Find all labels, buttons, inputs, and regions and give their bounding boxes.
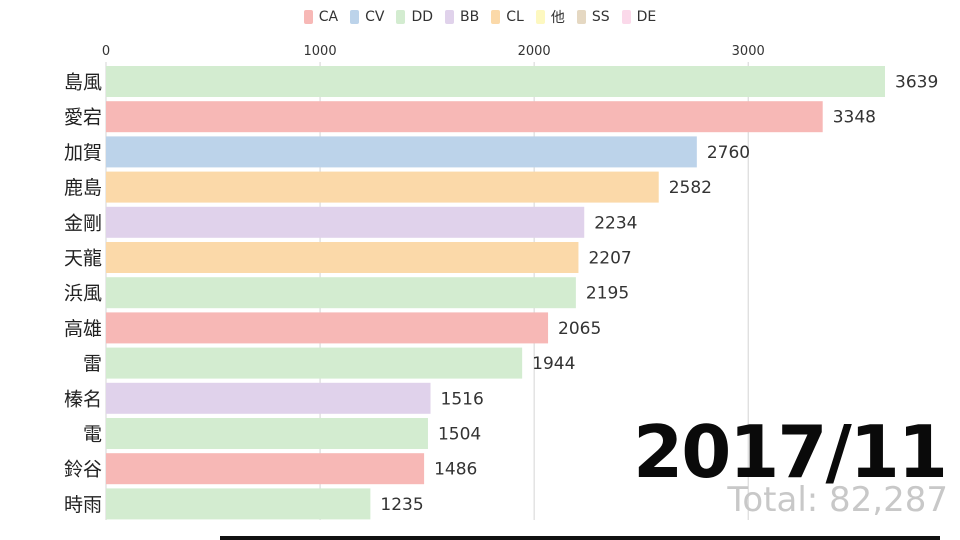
value-label: 2582: [669, 178, 712, 198]
legend-label: DD: [411, 9, 434, 25]
value-label: 3348: [833, 108, 876, 128]
legend-label: CA: [318, 9, 339, 25]
legend: CA CV DD BB CL 他 SS DE: [0, 6, 960, 28]
legend-item: DE: [621, 9, 657, 25]
legend-item: 他: [535, 7, 565, 27]
bar: [106, 277, 576, 309]
value-label: 1486: [434, 460, 477, 480]
x-tick-label: 2000: [518, 44, 551, 59]
legend-swatch: [396, 10, 406, 24]
legend-item: DD: [396, 9, 433, 25]
legend-label: 他: [550, 10, 565, 26]
category-label: 時雨: [64, 494, 102, 516]
value-label: 2065: [558, 319, 601, 339]
legend-label: CL: [506, 9, 524, 25]
category-label: 電: [83, 424, 102, 446]
bar: [106, 488, 371, 520]
bar: [106, 206, 585, 238]
value-label: 3639: [895, 73, 938, 93]
legend-swatch: [445, 10, 455, 24]
category-label: 金剛: [64, 212, 102, 234]
legend-item: CL: [491, 9, 524, 25]
legend-item: SS: [576, 9, 610, 25]
legend-item: BB: [445, 9, 479, 25]
legend-label: SS: [591, 9, 610, 25]
x-tick-label: 3000: [732, 44, 765, 59]
category-label: 鹿島: [64, 177, 102, 199]
legend-swatch: [535, 10, 545, 24]
bar: [106, 101, 823, 133]
category-label: 天龍: [64, 248, 102, 270]
legend-item: CV: [350, 9, 384, 25]
legend-label: BB: [460, 9, 480, 25]
category-label: 加賀: [64, 142, 102, 164]
category-label: 島風: [64, 72, 102, 94]
bar: [106, 382, 431, 414]
period-label: 2017/11: [633, 410, 948, 494]
bar: [106, 136, 697, 168]
category-label: 榛名: [64, 388, 102, 410]
value-label: 2207: [588, 249, 631, 269]
bar: [106, 171, 659, 203]
legend-swatch: [303, 10, 313, 24]
bar: [106, 347, 523, 379]
bottom-rule: [220, 536, 940, 540]
bar: [106, 453, 425, 485]
value-label: 2195: [586, 284, 629, 304]
bar: [106, 418, 428, 449]
x-tick-label: 0: [102, 44, 110, 59]
legend-label: DE: [636, 9, 657, 25]
legend-swatch: [350, 10, 360, 24]
legend-label: CV: [365, 9, 385, 25]
bar: [106, 312, 549, 344]
legend-swatch: [621, 10, 631, 24]
category-label: 高雄: [64, 318, 102, 340]
value-label: 1235: [380, 495, 423, 515]
category-label: 愛宕: [64, 107, 102, 129]
value-label: 2760: [707, 143, 750, 163]
value-label: 1516: [441, 389, 484, 409]
value-label: 1944: [532, 354, 575, 374]
legend-swatch: [576, 10, 586, 24]
value-label: 1504: [438, 425, 481, 445]
value-label: 2234: [594, 213, 637, 233]
legend-item: CA: [303, 9, 339, 25]
category-label: 雷: [83, 353, 102, 375]
legend-swatch: [491, 10, 501, 24]
bar: [106, 242, 579, 273]
x-tick-label: 1000: [304, 44, 337, 59]
category-label: 浜風: [64, 283, 102, 305]
bar: [106, 66, 885, 97]
category-label: 鈴谷: [64, 459, 102, 481]
total-label: Total: 82,287: [727, 480, 948, 520]
